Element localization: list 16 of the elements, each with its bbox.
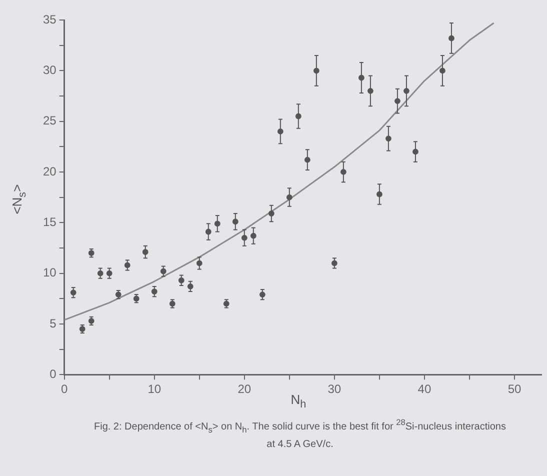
- y-tick-label: 25: [42, 114, 57, 128]
- x-tick-label: 0: [61, 382, 68, 396]
- x-axis-title: N$_{h}$: [290, 392, 306, 411]
- y-tick-label: 0: [50, 366, 57, 381]
- y-tick-label: 15: [42, 214, 57, 229]
- text: Fig. 2: Dependence of <N$_{s}$> on N$_{h}$. The solid curve is the best fit for $^{28}$Si-nucleus interactions at 4.5 A GeV/c.: [94, 417, 506, 450]
- y-tick-label: 10: [42, 266, 57, 280]
- x-tick-label: 10: [148, 382, 162, 396]
- x-tick-label: 30: [328, 382, 342, 396]
- x-tick-label: 20: [238, 382, 252, 396]
- y-tick-label: 5: [50, 316, 57, 330]
- y-tick-label: 30: [42, 62, 57, 77]
- x-tick-label: 40: [418, 382, 432, 396]
- y-tick-label: 20: [42, 164, 57, 178]
- x-tick-label: 50: [508, 382, 522, 396]
- y-tick-label: 35: [42, 12, 57, 26]
